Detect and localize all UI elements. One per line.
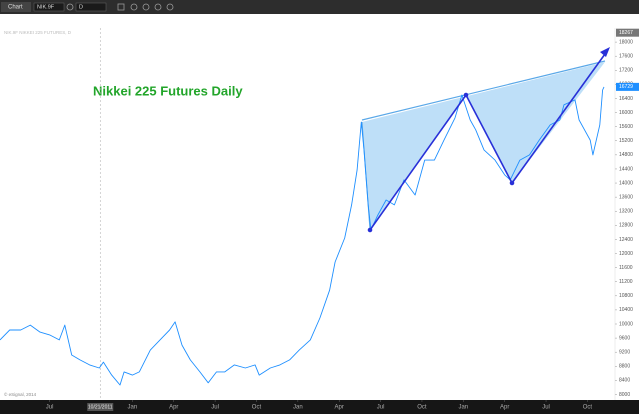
plot bbox=[0, 28, 605, 400]
y-tick-label: 16400 bbox=[619, 96, 633, 102]
x-tick-label: Jul bbox=[46, 405, 54, 411]
y-tick-label: 9200 bbox=[619, 350, 630, 356]
x-tick-label: Jan bbox=[458, 405, 468, 411]
x-tick-label: Jul bbox=[377, 405, 385, 411]
harmonic-pattern bbox=[361, 60, 606, 231]
copyright: © eSignal, 2014 bbox=[4, 391, 37, 397]
price-label-box bbox=[616, 28, 639, 37]
y-tick-label: 17200 bbox=[619, 68, 633, 74]
x-tick-label: Oct bbox=[583, 405, 593, 411]
crosshair-label-box bbox=[87, 403, 114, 411]
x-tick-label: Oct bbox=[252, 405, 262, 411]
y-tick-label: 18000 bbox=[619, 39, 633, 45]
x-axis-bar bbox=[0, 400, 639, 414]
y-tick-label: 9600 bbox=[619, 335, 630, 341]
x-tick-label: Jan bbox=[128, 405, 138, 411]
y-tick-label: 12800 bbox=[619, 223, 633, 229]
y-tick-label: 14400 bbox=[619, 166, 633, 172]
y-tick-label: 15200 bbox=[619, 138, 633, 144]
y-tick-label: 10000 bbox=[619, 321, 633, 327]
y-tick-label: 11200 bbox=[619, 279, 633, 285]
x-tick-label: Jul bbox=[542, 405, 550, 411]
x-tick-label: Apr bbox=[335, 405, 344, 411]
interval-label: D bbox=[79, 4, 83, 10]
price-label: 16729 bbox=[619, 84, 633, 90]
price-label-box bbox=[616, 82, 639, 91]
price-line bbox=[0, 86, 605, 386]
arrow-head bbox=[600, 47, 610, 57]
price-label: 18267 bbox=[619, 30, 633, 36]
y-tick-label: 10400 bbox=[619, 307, 633, 313]
symbol-label: NIK.9F bbox=[37, 4, 55, 10]
x-tick-label: Apr bbox=[169, 405, 178, 411]
y-tick-label: 8800 bbox=[619, 364, 630, 370]
arrow-leg bbox=[511, 53, 606, 184]
y-tick-label: 13200 bbox=[619, 209, 633, 215]
y-tick-label: 14000 bbox=[619, 180, 633, 186]
y-tick-label: 13600 bbox=[619, 194, 633, 200]
pattern-fill bbox=[362, 62, 605, 230]
y-tick-label: 12400 bbox=[619, 237, 633, 243]
toolbar bbox=[0, 0, 639, 14]
series-header: NIK.9F NIKKEI 225 FUTURES, D bbox=[4, 30, 72, 35]
chart-title: Nikkei 225 Futures Daily bbox=[93, 83, 243, 98]
y-tick-label: 14800 bbox=[619, 152, 633, 158]
pattern-point bbox=[463, 92, 469, 98]
interval-box[interactable] bbox=[75, 2, 107, 12]
x-tick-label: Jul bbox=[211, 405, 219, 411]
y-tick-label: 12000 bbox=[619, 251, 633, 257]
arrow-leg bbox=[369, 94, 467, 231]
crosshair-label: 10/21/2011 bbox=[88, 404, 113, 410]
y-tick-label: 10800 bbox=[619, 293, 633, 299]
symbol-box[interactable] bbox=[33, 2, 65, 12]
pattern-point bbox=[509, 180, 515, 186]
y-tick-label: 15600 bbox=[619, 124, 633, 130]
y-tick-label: 8000 bbox=[619, 392, 630, 398]
x-tick-label: Oct bbox=[417, 405, 427, 411]
pattern-arrows bbox=[367, 47, 610, 233]
y-tick-label: 8400 bbox=[619, 378, 630, 384]
header-row bbox=[0, 14, 639, 28]
x-tick-label: Jan bbox=[293, 405, 303, 411]
arrow-leg bbox=[465, 94, 513, 184]
y-tick-label: 17600 bbox=[619, 54, 633, 60]
x-tick-label: Apr bbox=[500, 405, 509, 411]
chart-tab[interactable] bbox=[1, 2, 31, 12]
y-tick-label: 11600 bbox=[619, 265, 633, 271]
pattern-point bbox=[367, 227, 373, 233]
y-tick-label: 16000 bbox=[619, 110, 633, 116]
pattern-upper-line bbox=[361, 60, 606, 121]
tab-label: Chart bbox=[8, 5, 23, 11]
